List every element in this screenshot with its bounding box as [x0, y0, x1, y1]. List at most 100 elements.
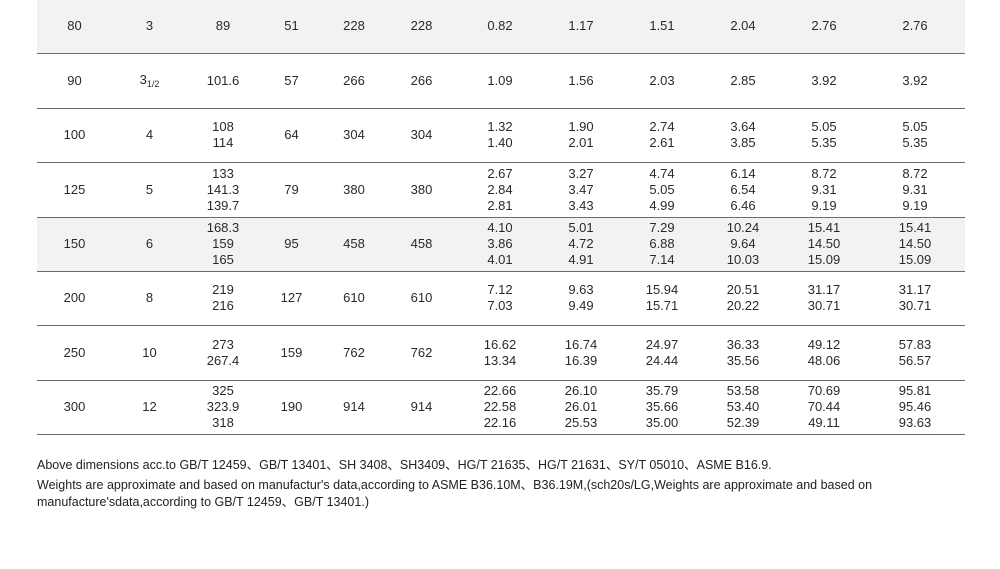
cell-value: 35.56	[726, 352, 760, 368]
cell-value: 64	[284, 127, 299, 142]
cell-value: 228	[410, 18, 433, 34]
cell-value: 2.84	[487, 181, 513, 197]
cell-value: 49.12	[807, 336, 841, 352]
weight-1-cell: 16.62 13.34	[459, 325, 541, 381]
dim-a-cell: 79	[259, 162, 324, 218]
dimension-weight-table: 80 3 89 51 228 228 0.82 1.17 1.51 2.04 2.76 2.76 90 3…	[37, 0, 965, 435]
cell-value: 380	[343, 181, 365, 197]
cell-value: 914	[410, 399, 433, 414]
cell-value: 16.39	[564, 352, 598, 368]
weight-6-cell: 31.17 30.71	[865, 271, 965, 326]
cell-value: 13.34	[483, 352, 517, 368]
cell-value: 914	[343, 399, 365, 414]
weight-2-cell: 5.01 4.72 4.91	[541, 217, 621, 272]
cell-value: 53.40	[726, 399, 760, 414]
weight-4-cell: 3.64 3.85	[703, 108, 783, 163]
cell-value: 9.64	[730, 236, 756, 251]
table-row: 80 3 89 51 228 228 0.82 1.17 1.51 2.04 2.76 2.76	[37, 0, 965, 54]
cell-value: 35.66	[645, 399, 679, 414]
weight-6-cell: 3.92	[865, 53, 965, 109]
cell-value: 6.88	[649, 236, 675, 251]
cell-value: 8.72	[902, 165, 928, 181]
cell-value: 1.90	[568, 119, 594, 134]
weight-1-cell: 0.82	[459, 0, 541, 54]
cell-value: 323.9	[206, 399, 240, 414]
cell-value: 325	[212, 383, 234, 398]
cell-value: 31.17	[898, 282, 932, 297]
weight-6-cell: 8.72 9.31 9.19	[865, 162, 965, 218]
dim-b-cell: 304	[324, 108, 384, 163]
cell-value: 762	[410, 344, 433, 360]
table-body: 80 3 89 51 228 228 0.82 1.17 1.51 2.04 2.76 2.76 90 3…	[37, 0, 965, 435]
cell-value: 4.10	[487, 220, 513, 235]
cell-value: 2.76	[811, 18, 837, 34]
dim-a-cell: 51	[259, 0, 324, 54]
cell-value: 79	[284, 181, 299, 197]
weight-4-cell: 53.58 53.40 52.39	[703, 380, 783, 435]
cell-value: 273	[212, 336, 234, 352]
cell-value: 267.4	[206, 352, 240, 368]
cell-value: 57.83	[898, 336, 932, 352]
cell-value: 8.72	[811, 165, 837, 181]
cell-value: 36.33	[726, 336, 760, 352]
cell-value: 7.29	[649, 220, 675, 235]
cell-value: 133	[212, 165, 234, 181]
od-cell: 101.6	[187, 53, 259, 109]
weight-6-cell: 5.05 5.35	[865, 108, 965, 163]
cell-value: 9.19	[811, 197, 837, 213]
cell-value: 216	[212, 298, 234, 313]
dim-a-cell: 95	[259, 217, 324, 272]
weight-4-cell: 6.14 6.54 6.46	[703, 162, 783, 218]
cell-value: 2.04	[730, 18, 756, 34]
cell-value: 57	[284, 72, 299, 88]
cell-value: 51	[284, 18, 299, 34]
weight-5-cell: 49.12 48.06	[783, 325, 865, 381]
dn-cell: 250	[37, 325, 112, 381]
cell-value: 2.74	[649, 119, 675, 134]
cell-value: 4.01	[487, 252, 513, 267]
cell-value: 190	[280, 399, 303, 414]
cell-value: 26.10	[564, 383, 598, 398]
cell-value: 200	[63, 290, 86, 305]
cell-value: 53.58	[726, 383, 760, 398]
cell-value: 6.46	[730, 197, 756, 213]
weight-1-cell: 1.09	[459, 53, 541, 109]
cell-value: 5	[145, 181, 154, 197]
weight-3-cell: 1.51	[621, 0, 703, 54]
weights-note: Weights are approximate and based on man…	[37, 478, 873, 509]
cell-value: 266	[410, 72, 433, 88]
cell-value: 125	[63, 181, 86, 197]
cell-value: 2.85	[730, 72, 756, 88]
cell-value: 4.74	[649, 165, 675, 181]
weight-3-cell: 15.94 15.71	[621, 271, 703, 326]
cell-value: 610	[343, 290, 365, 305]
nps-cell: 6	[112, 217, 187, 272]
cell-value: 165	[212, 252, 234, 267]
weight-2-cell: 26.10 26.01 25.53	[541, 380, 621, 435]
cell-value: 250	[63, 344, 86, 360]
cell-value: 141.3	[206, 181, 240, 197]
dim-b-cell: 762	[324, 325, 384, 381]
cell-value: 2.76	[902, 18, 928, 34]
od-cell: 108 114	[187, 108, 259, 163]
cell-value: 31.17	[807, 282, 841, 297]
cell-value: 610	[410, 290, 433, 305]
cell-value: 762	[343, 344, 365, 360]
weight-3-cell: 2.03	[621, 53, 703, 109]
cell-value: 89	[215, 18, 231, 34]
cell-value: 35.00	[645, 415, 679, 430]
cell-value: 3.85	[730, 135, 756, 150]
od-cell: 133 141.3 139.7	[187, 162, 259, 218]
cell-value: 90	[67, 72, 82, 88]
cell-value: 20.22	[726, 298, 760, 313]
dn-cell: 150	[37, 217, 112, 272]
cell-value: 228	[343, 18, 365, 34]
cell-value: 14.50	[898, 236, 932, 251]
cell-value: 100	[63, 127, 86, 142]
cell-value: 15.09	[807, 252, 841, 267]
weight-4-cell: 2.04	[703, 0, 783, 54]
cell-value: 266	[343, 72, 365, 88]
nps-fraction: 1/2	[146, 79, 160, 89]
cell-value: 30.71	[898, 298, 932, 313]
cell-value: 114	[212, 135, 234, 150]
